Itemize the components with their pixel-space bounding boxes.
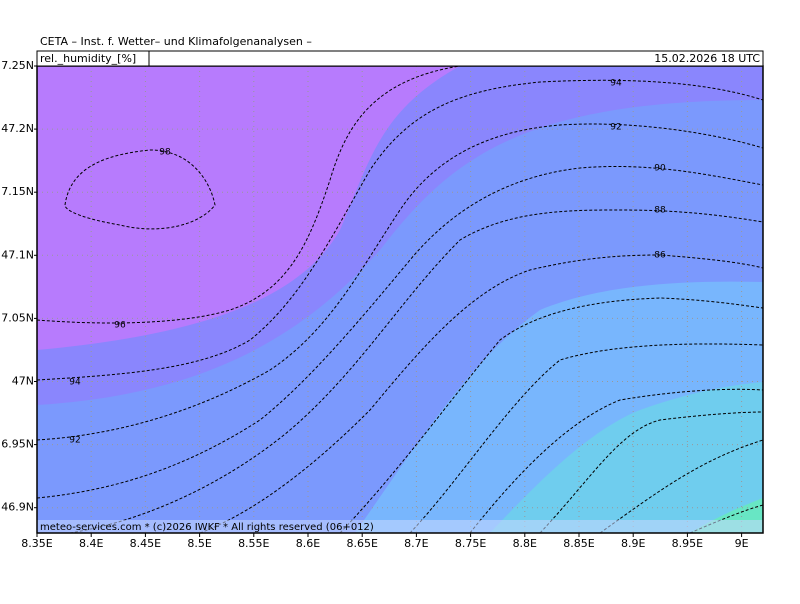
y-tick-label: 46.9N [1,501,34,514]
footer-strip [37,520,763,533]
contour-label: 92 [69,436,80,446]
contour [37,79,763,381]
contour [199,254,763,533]
x-tick-label: 8.65E [346,537,377,550]
contour [339,297,763,533]
contour [37,123,763,441]
contour-label: 90 [654,164,666,174]
contour [69,209,763,533]
x-tick-label: 8.7E [404,537,428,550]
field: 98 96 94 94 92 92 90 88 86 [37,66,763,533]
contour-label: 88 [654,206,666,216]
band-80 [490,382,763,533]
variable-box [36,50,150,67]
contour [469,388,763,533]
x-tick-label: 9E [735,537,749,550]
contour-label: 98 [159,148,171,158]
y-tick-label: 7.15N [1,185,34,198]
x-tick-label: 8.45E [130,537,161,550]
contour [599,439,763,533]
x-tick-label: 8.55E [238,537,269,550]
y-tick-label: 47.1N [1,248,34,261]
y-tick-label: 7.25N [1,59,34,72]
axis-labels: 8.35E 8.4E 8.45E 8.5E 8.55E 8.6E 8.65E 8.7E 8.75… [1,59,748,550]
y-tick-label: 6.95N [1,438,34,451]
y-tick-label: 47.2N [1,122,34,135]
contour-label: 94 [69,378,81,388]
title: CETA – Inst. f. Wetter– und Klimafolgena… [40,35,312,48]
contour [539,411,763,533]
x-tick-label: 8.6E [296,537,320,550]
contour [689,504,763,533]
x-tick-label: 8.4E [79,537,103,550]
y-tick-label: 47N [12,375,34,388]
x-tick-label: 8.95E [672,537,703,550]
contour-label: 94 [610,79,622,89]
x-tick-label: 8.35E [21,537,52,550]
contour [409,343,763,533]
x-tick-label: 8.9E [621,537,645,550]
x-tick-label: 8.8E [513,537,537,550]
grid [37,66,763,533]
variable: rel._humidity_[%] [40,52,136,65]
contour-label: 92 [610,123,621,133]
y-tick-label: 7.05N [1,311,34,324]
datetime: 15.02.2026 18 UTC [654,52,760,65]
contour-label: 96 [114,321,126,331]
x-tick-label: 8.5E [187,537,211,550]
x-tick-label: 8.85E [563,537,594,550]
contour-label: 86 [654,251,666,261]
footer: meteo-services.com * (c)2026 IWKF * All … [40,522,374,533]
x-tick-label: 8.75E [455,537,486,550]
